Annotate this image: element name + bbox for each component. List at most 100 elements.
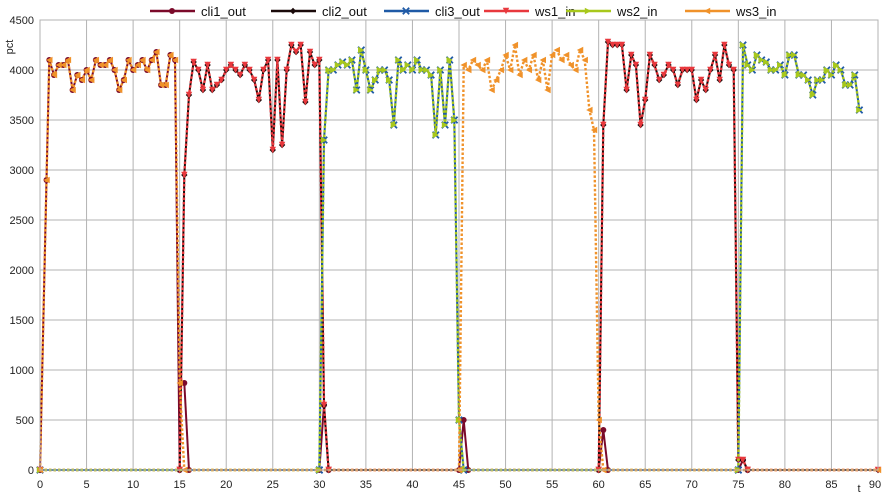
x-tick-label: 10 [127, 479, 139, 491]
data-point-ws2_in [358, 46, 365, 54]
data-point-ws1_in [213, 81, 221, 89]
x-axis-label: t [857, 483, 860, 495]
data-point-ws3_in [78, 76, 86, 84]
data-point-ws3_in [88, 76, 95, 84]
data-point-ws2_in [330, 66, 337, 74]
data-point-ws1_in [693, 96, 700, 104]
legend-label: cli3_out [435, 4, 480, 19]
legend-item-cli1_out: cli1_out [150, 4, 246, 19]
data-point-ws3_in [525, 66, 533, 74]
data-point-ws2_in [744, 61, 751, 69]
data-point-ws1_in [195, 66, 202, 74]
data-point-ws2_in [823, 66, 830, 74]
y-tick-label: 2000 [10, 265, 34, 277]
data-point-ws3_in [69, 86, 76, 94]
data-point-ws2_in [758, 56, 765, 64]
legend-swatch-marker [289, 7, 297, 15]
data-point-ws2_in [786, 51, 793, 59]
data-point-ws1_in [269, 146, 276, 154]
data-point-ws2_in [804, 76, 812, 84]
data-point-ws3_in [520, 56, 528, 64]
x-tick-label: 90 [869, 479, 881, 491]
data-point-ws1_in [721, 41, 728, 49]
data-point-ws3_in [493, 76, 500, 84]
data-point-ws3_in [511, 41, 519, 49]
data-point-ws2_in [385, 76, 393, 84]
data-point-ws2_in [818, 76, 826, 84]
data-point-ws2_in [832, 61, 840, 69]
data-point-ws1_in [283, 66, 290, 74]
data-point-ws1_in [725, 61, 733, 69]
legend-label: ws2_in [616, 4, 657, 19]
data-point-ws3_in [162, 81, 169, 89]
data-point-ws3_in [576, 46, 584, 54]
data-point-ws1_in [250, 76, 258, 84]
legend-swatch-marker [703, 7, 711, 15]
data-point-ws3_in [55, 61, 62, 69]
data-point-ws3_in [502, 51, 509, 59]
data-point-ws1_in [600, 121, 607, 129]
data-point-ws2_in [837, 66, 844, 74]
legend-swatch-marker [169, 8, 175, 14]
data-point-ws1_in [232, 66, 239, 74]
y-tick-label: 0 [28, 465, 34, 477]
data-point-ws2_in [781, 71, 789, 79]
data-point-ws1_in [218, 76, 225, 84]
x-tick-label: 0 [37, 479, 43, 491]
data-point-ws2_in [451, 116, 458, 124]
data-point-ws2_in [348, 56, 356, 64]
legend-item-ws3_in: ws3_in [685, 4, 776, 19]
data-point-ws2_in [353, 86, 360, 94]
legend-label: cli1_out [201, 4, 246, 19]
data-point-ws2_in [842, 81, 849, 89]
data-point-ws2_in [367, 86, 374, 94]
data-point-ws1_in [623, 86, 630, 94]
data-point-ws2_in [381, 66, 388, 74]
data-point-ws2_in [325, 66, 332, 74]
data-point-ws3_in [474, 61, 481, 69]
data-point-ws3_in [43, 176, 50, 184]
data-point-ws1_in [609, 41, 616, 49]
data-point-ws2_in [372, 76, 379, 84]
data-point-ws3_in [125, 56, 132, 64]
legend-item-ws2_in: ws2_in [566, 4, 657, 19]
data-point-ws3_in [120, 76, 127, 84]
data-point-ws3_in [97, 61, 104, 69]
data-point-ws3_in [83, 66, 90, 74]
data-point-ws1_in [302, 98, 309, 106]
legend-label: ws3_in [735, 4, 776, 19]
legend-swatch-marker [402, 7, 410, 15]
data-point-ws1_in [628, 51, 635, 59]
data-point-ws2_in [427, 71, 435, 79]
data-point-ws1_in [739, 456, 747, 464]
x-tick-label: 55 [546, 479, 558, 491]
data-point-ws3_in [562, 51, 570, 59]
data-point-ws1_in [716, 76, 723, 84]
data-point-ws1_in [688, 66, 695, 74]
y-tick-label: 4000 [10, 65, 34, 77]
x-tick-label: 85 [825, 479, 837, 491]
data-point-ws1_in [306, 48, 314, 56]
data-point-ws1_in [320, 401, 328, 409]
data-point-ws2_in [814, 76, 821, 84]
data-point-ws1_in [185, 91, 193, 99]
data-point-ws1_in [683, 66, 691, 74]
data-point-ws3_in [544, 86, 551, 94]
data-point-ws3_in [465, 66, 472, 74]
data-point-ws2_in [404, 61, 411, 69]
data-point-ws1_in [642, 96, 649, 104]
data-point-ws2_in [763, 58, 770, 66]
x-tick-label: 15 [174, 479, 186, 491]
data-point-ws1_in [614, 41, 621, 49]
data-point-ws1_in [199, 86, 207, 94]
data-point-ws2_in [441, 121, 449, 129]
legend-item-ws1_in: ws1_in [484, 4, 575, 19]
data-point-cli1_out [600, 427, 607, 433]
data-point-ws3_in [148, 56, 155, 64]
data-point-ws3_in [497, 66, 505, 74]
data-point-ws1_in [702, 86, 709, 94]
data-point-ws3_in [539, 56, 546, 64]
data-point-ws3_in [530, 51, 537, 59]
data-point-ws2_in [409, 66, 416, 74]
